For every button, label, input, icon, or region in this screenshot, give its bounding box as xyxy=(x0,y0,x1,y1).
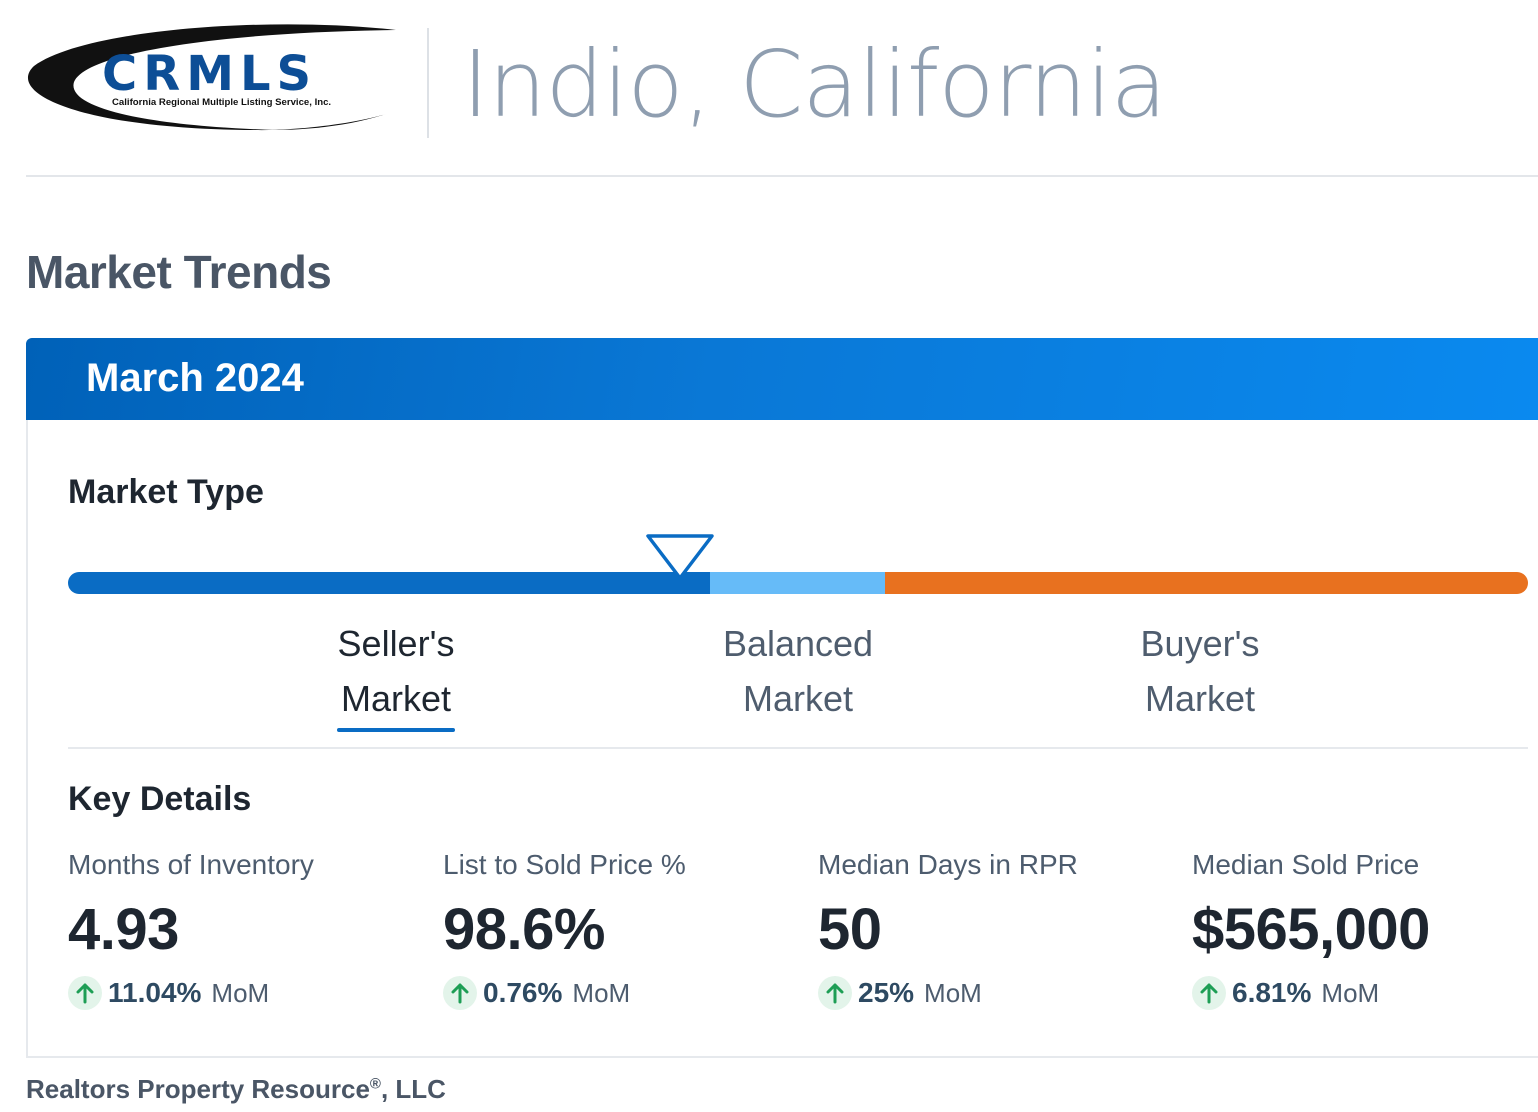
period-title: March 2024 xyxy=(86,356,304,400)
crmls-logo[interactable]: CRMLS California Regional Multiple Listi… xyxy=(26,22,398,134)
footer-credit: Realtors Property Resource®, LLC xyxy=(26,1072,446,1106)
buyer-market-line2: Market xyxy=(1144,678,1256,719)
metric-label: Months of Inventory xyxy=(68,849,314,880)
metric-label: Median Sold Price xyxy=(1192,849,1420,880)
change-unit: MoM xyxy=(211,978,270,1008)
seller-market-segment xyxy=(68,572,710,594)
change-unit: MoM xyxy=(1321,978,1380,1008)
logo-subtitle: California Regional Multiple Listing Ser… xyxy=(112,97,331,108)
seller-market-line1: Seller's xyxy=(337,623,455,664)
metric-change: 0.76% MoM xyxy=(443,975,803,1011)
metric-change: 25% MoM xyxy=(818,975,1178,1011)
balanced-market-segment xyxy=(710,572,885,594)
buyer-market-label[interactable]: Buyer's Market xyxy=(1070,616,1330,726)
balanced-market-line1: Balanced xyxy=(722,623,874,664)
registered-mark: ® xyxy=(369,1075,381,1093)
market-indicator-icon xyxy=(646,534,714,580)
change-percent: 25% xyxy=(858,977,915,1008)
change-unit: MoM xyxy=(924,978,982,1008)
balanced-market-label[interactable]: Balanced Market xyxy=(668,616,928,726)
buyer-market-line1: Buyer's xyxy=(1140,623,1260,664)
change-unit: MoM xyxy=(572,978,631,1008)
market-trends-card: March 2024 Market Type Seller's Market B… xyxy=(26,338,1538,1058)
arrow-up-icon xyxy=(818,976,852,1010)
key-details-heading: Key Details xyxy=(68,780,252,818)
metric-value: 50 xyxy=(818,897,882,962)
market-type-heading: Market Type xyxy=(68,473,264,511)
metric-median-sold-price: Median Sold Price $565,000 6.81% MoM xyxy=(1192,845,1538,1011)
metric-value: 98.6% xyxy=(443,897,605,962)
header-divider xyxy=(427,28,429,138)
logo-wordmark: CRMLS xyxy=(102,46,317,102)
header-rule xyxy=(26,175,1538,177)
metric-value: $565,000 xyxy=(1192,897,1430,962)
card-header: March 2024 xyxy=(26,338,1538,420)
metric-median-days-in-rpr: Median Days in RPR 50 25% MoM xyxy=(818,845,1178,1011)
page-title: Indio, California xyxy=(462,31,1167,138)
arrow-up-icon xyxy=(443,976,477,1010)
change-percent: 11.04% xyxy=(108,977,202,1008)
seller-market-label[interactable]: Seller's Market xyxy=(266,616,526,732)
change-percent: 0.76% xyxy=(483,977,563,1008)
market-type-bar xyxy=(68,572,1528,594)
metric-value: 4.93 xyxy=(68,897,179,962)
metric-list-to-sold-price: List to Sold Price % 98.6% 0.76% MoM xyxy=(443,845,803,1011)
arrow-up-icon xyxy=(68,976,102,1010)
metric-months-of-inventory: Months of Inventory 4.93 11.04% MoM xyxy=(68,845,428,1011)
footer-suffix: , LLC xyxy=(380,1074,446,1104)
metric-change: 6.81% MoM xyxy=(1192,975,1538,1011)
metric-label: List to Sold Price % xyxy=(443,849,686,880)
change-percent: 6.81% xyxy=(1232,977,1312,1008)
active-underline xyxy=(337,728,455,732)
buyer-market-segment xyxy=(885,572,1528,594)
seller-market-line2: Market xyxy=(340,678,452,719)
metric-change: 11.04% MoM xyxy=(68,975,428,1011)
arrow-up-icon xyxy=(1192,976,1226,1010)
metric-label: Median Days in RPR xyxy=(818,849,1078,880)
footer-company: Realtors Property Resource xyxy=(26,1074,370,1104)
section-title: Market Trends xyxy=(26,246,332,298)
balanced-market-line2: Market xyxy=(742,678,854,719)
details-divider xyxy=(68,747,1528,749)
